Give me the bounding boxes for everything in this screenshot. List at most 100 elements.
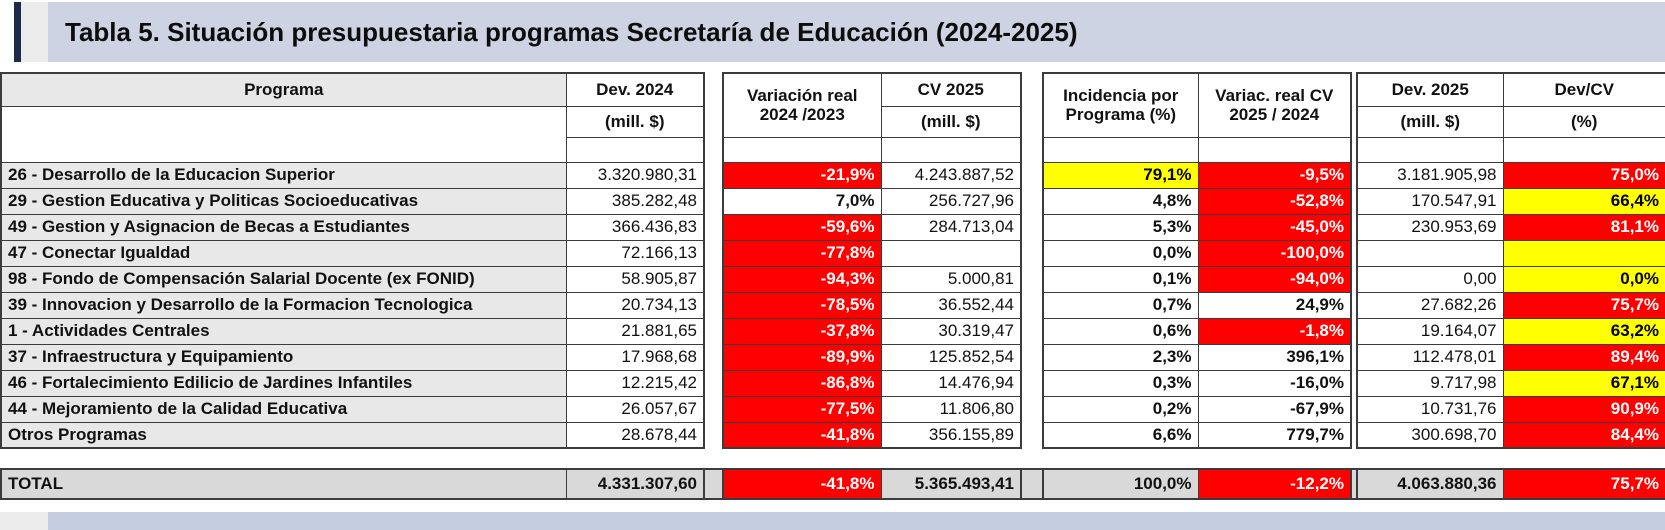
variacion-real-cell: -59,6% bbox=[722, 213, 882, 241]
variacion-real-cell: -78,5% bbox=[722, 291, 882, 319]
program-name-cell: 1 - Actividades Centrales bbox=[0, 317, 567, 345]
variacion-real-cell: -86,8% bbox=[722, 369, 882, 397]
column-gap bbox=[1021, 344, 1043, 370]
incidencia-cell: 79,1% bbox=[1042, 161, 1199, 189]
budget-table-wrap: Programa Dev. 2024 Variación real 2024 /2… bbox=[0, 72, 1665, 500]
table-row: 37 - Infraestructura y Equipamiento 17.96… bbox=[0, 343, 1665, 371]
variac-real-cv-cell: -12,2% bbox=[1197, 468, 1352, 500]
column-gap bbox=[1021, 266, 1043, 292]
empty-header-cell bbox=[1356, 136, 1504, 163]
variacion-real-cell: -77,5% bbox=[722, 395, 882, 423]
cv-2025-cell: 4.243.887,52 bbox=[880, 161, 1022, 189]
table-row: 47 - Conectar Igualdad 72.166,13 -77,8% 0,0… bbox=[0, 239, 1665, 267]
dev-2024-cell: 366.436,83 bbox=[565, 213, 705, 241]
page-title: Tabla 5. Situación presupuestaria progra… bbox=[65, 17, 1078, 47]
table-row: 1 - Actividades Centrales 21.881,65 -37,8%… bbox=[0, 317, 1665, 345]
column-gap bbox=[704, 266, 723, 292]
column-gap bbox=[704, 370, 723, 396]
cv-2025-cell: 14.476,94 bbox=[880, 369, 1022, 397]
dev-2025-cell: 9.717,98 bbox=[1356, 369, 1504, 397]
incidencia-cell: 0,7% bbox=[1042, 291, 1199, 319]
column-gap bbox=[1021, 188, 1043, 214]
table-footer: TOTAL 4.331.307,60 -41,8% 5.365.493,41 100,0… bbox=[0, 448, 1665, 500]
program-name-cell: 49 - Gestion y Asignacion de Becas a Est… bbox=[0, 213, 567, 241]
column-gap bbox=[704, 468, 723, 500]
incidencia-cell: 0,3% bbox=[1042, 369, 1199, 397]
program-name-cell: 26 - Desarrollo de la Educacion Superior bbox=[0, 161, 567, 189]
dev-cv-cell: 66,4% bbox=[1502, 187, 1665, 215]
cv-2025-cell: 256.727,96 bbox=[880, 187, 1022, 215]
accent-bar bbox=[14, 2, 21, 62]
variac-real-cv-cell: -94,0% bbox=[1197, 265, 1352, 293]
cv-2025-cell: 36.552,44 bbox=[880, 291, 1022, 319]
bottom-bar bbox=[0, 512, 1665, 530]
incidencia-cell: 6,6% bbox=[1042, 421, 1199, 449]
table-header: Programa Dev. 2024 Variación real 2024 /2… bbox=[0, 72, 1665, 163]
column-gap bbox=[704, 188, 723, 214]
table-row: 44 - Mejoramiento de la Calidad Educativ… bbox=[0, 395, 1665, 423]
dev-cv-cell: 81,1% bbox=[1502, 213, 1665, 241]
variac-real-cv-cell: 24,9% bbox=[1197, 291, 1352, 319]
program-name-cell: 46 - Fortalecimiento Edilicio de Jardine… bbox=[0, 369, 567, 397]
bottom-bar-left-strip bbox=[0, 512, 48, 530]
column-gap bbox=[1021, 240, 1043, 266]
cv-2025-cell: 5.000,81 bbox=[880, 265, 1022, 293]
dev-cv-cell: 67,1% bbox=[1502, 369, 1665, 397]
programa-header-spacer bbox=[0, 105, 567, 163]
variac-real-cv-cell: -67,9% bbox=[1197, 395, 1352, 423]
cv-2025-cell: 5.365.493,41 bbox=[880, 468, 1022, 500]
side-strip bbox=[21, 2, 48, 62]
col-subheader-dev-2024-unit: (mill. $) bbox=[565, 105, 705, 138]
column-gap bbox=[704, 318, 723, 344]
incidencia-cell: 0,1% bbox=[1042, 265, 1199, 293]
incidencia-cell: 0,0% bbox=[1042, 239, 1199, 267]
table-row: Otros Programas 28.678,44 -41,8% 356.155,89… bbox=[0, 421, 1665, 449]
variac-real-cv-cell: 396,1% bbox=[1197, 343, 1352, 371]
dev-2025-cell: 3.181.905,98 bbox=[1356, 161, 1504, 189]
dev-2024-cell: 4.331.307,60 bbox=[565, 468, 705, 500]
dev-2024-cell: 26.057,67 bbox=[565, 395, 705, 423]
incidencia-cell: 4,8% bbox=[1042, 187, 1199, 215]
dev-2024-cell: 21.881,65 bbox=[565, 317, 705, 345]
dev-2025-cell: 4.063.880,36 bbox=[1356, 468, 1504, 500]
column-gap bbox=[704, 396, 723, 422]
incidencia-cell: 5,3% bbox=[1042, 213, 1199, 241]
total-row: TOTAL 4.331.307,60 -41,8% 5.365.493,41 100,0… bbox=[0, 468, 1665, 500]
incidencia-cell: 0,2% bbox=[1042, 395, 1199, 423]
col-header-cv-2025: CV 2025 bbox=[880, 72, 1022, 107]
column-gap bbox=[704, 240, 723, 266]
dev-2025-cell: 170.547,91 bbox=[1356, 187, 1504, 215]
column-gap bbox=[1021, 468, 1043, 500]
dev-2024-cell: 58.905,87 bbox=[565, 265, 705, 293]
variac-real-cv-cell: -52,8% bbox=[1197, 187, 1352, 215]
dev-cv-cell: 75,0% bbox=[1502, 161, 1665, 189]
cv-2025-cell: 30.319,47 bbox=[880, 317, 1022, 345]
variac-real-cv-cell: -100,0% bbox=[1197, 239, 1352, 267]
header-row-2: (mill. $) (mill. $) (mill. $) (%) bbox=[0, 105, 1665, 163]
empty-header-cell bbox=[1502, 136, 1665, 163]
dev-cv-cell: 90,9% bbox=[1502, 395, 1665, 423]
program-name-cell: TOTAL bbox=[0, 468, 567, 500]
dev-cv-cell: 0,0% bbox=[1502, 265, 1665, 293]
col-subheader-dev-cv-unit: (%) bbox=[1502, 105, 1665, 138]
table-body: 26 - Desarrollo de la Educacion Superior… bbox=[0, 161, 1665, 449]
column-gap bbox=[1021, 370, 1043, 396]
variacion-real-cell: -41,8% bbox=[722, 421, 882, 449]
column-gap bbox=[1351, 468, 1357, 500]
dev-cv-cell: 63,2% bbox=[1502, 317, 1665, 345]
col-subheader-dev-2025-unit: (mill. $) bbox=[1356, 105, 1504, 138]
empty-header-cell bbox=[880, 136, 1022, 163]
spacer-row bbox=[1, 448, 1665, 469]
col-subheader-cv-2025-unit: (mill. $) bbox=[880, 105, 1022, 138]
dev-cv-cell bbox=[1502, 239, 1665, 267]
program-name-cell: 29 - Gestion Educativa y Politicas Socio… bbox=[0, 187, 567, 215]
column-gap bbox=[704, 73, 723, 162]
dev-2025-cell: 27.682,26 bbox=[1356, 291, 1504, 319]
empty-header-cell bbox=[722, 136, 882, 163]
cv-2025-cell: 356.155,89 bbox=[880, 421, 1022, 449]
variacion-real-cell: -94,3% bbox=[722, 265, 882, 293]
empty-header-cell bbox=[1197, 136, 1352, 163]
table-row: 46 - Fortalecimiento Edilicio de Jardine… bbox=[0, 369, 1665, 397]
variacion-real-cell: -21,9% bbox=[722, 161, 882, 189]
column-gap bbox=[704, 214, 723, 240]
